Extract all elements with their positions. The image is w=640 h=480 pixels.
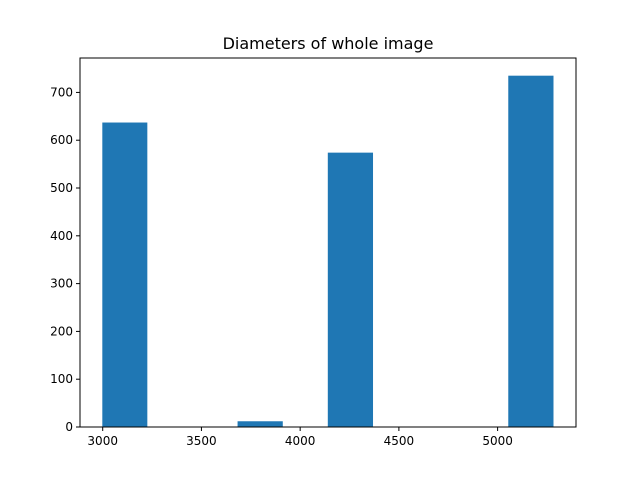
y-axis: 0 100 200 300 400 500 600 700 — [50, 85, 80, 434]
y-tick-label: 600 — [50, 133, 73, 147]
histogram-bar-3 — [237, 421, 283, 427]
histogram-bar-9 — [508, 75, 554, 427]
y-tick-label: 400 — [50, 229, 73, 243]
x-tick-label: 3500 — [186, 434, 217, 448]
chart-title: Diameters of whole image — [223, 34, 434, 53]
x-tick-label: 5000 — [482, 434, 513, 448]
bars-group — [102, 75, 554, 428]
y-tick-label: 200 — [50, 324, 73, 338]
x-tick-label: 3000 — [87, 434, 118, 448]
histogram-bar-0 — [102, 122, 148, 428]
y-tick-label: 500 — [50, 181, 73, 195]
histogram-bar-5 — [327, 152, 374, 427]
y-tick-label: 100 — [50, 372, 73, 386]
y-tick-label: 300 — [50, 277, 73, 291]
x-tick-label: 4000 — [285, 434, 316, 448]
axes-frame — [79, 57, 577, 428]
y-tick-label: 0 — [65, 420, 73, 434]
y-tick-label: 700 — [50, 85, 73, 99]
x-tick-label: 4500 — [384, 434, 415, 448]
x-axis: 3000 3500 4000 4500 5000 — [87, 427, 513, 448]
